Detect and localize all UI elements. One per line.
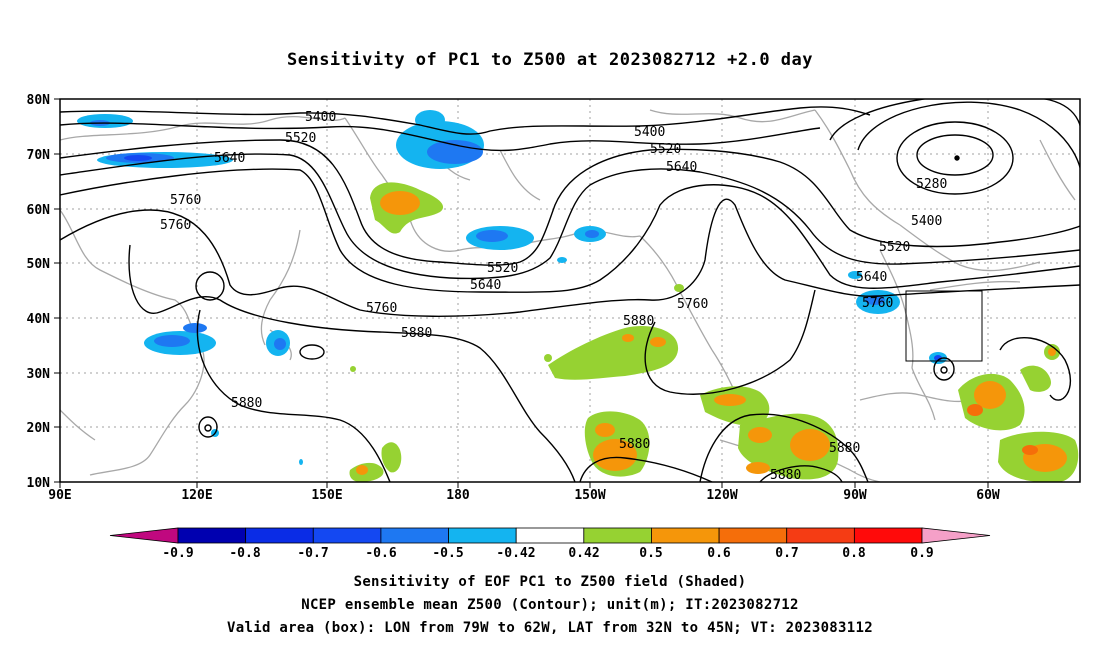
contour-label: 5400 [305, 110, 336, 125]
lat-label: 20N [27, 421, 51, 436]
colorbar-swatch [380, 527, 449, 544]
contour-label: 5760 [677, 297, 708, 312]
footer-line-valid-area: Valid area (box): LON from 79W to 62W, L… [227, 620, 873, 636]
axis-ticks [54, 98, 989, 488]
footer-line-contour: NCEP ensemble mean Z500 (Contour); unit(… [301, 597, 799, 613]
colorbar-label: 0.5 [639, 546, 662, 561]
lon-label: 90E [48, 488, 71, 503]
colorbar-swatch [718, 527, 788, 544]
lat-label: 10N [27, 476, 51, 491]
lon-label: 180 [446, 488, 470, 503]
contour-label: 5520 [285, 131, 316, 146]
contour-label: 5520 [487, 261, 518, 276]
colorbar-label: 0.42 [568, 546, 599, 561]
contour-label: 5880 [401, 326, 432, 341]
contour-label: 5640 [856, 270, 887, 285]
contour-label: 5880 [231, 396, 262, 411]
colorbar-label: -0.9 [162, 546, 193, 561]
colorbar-labels: -0.9 -0.8 -0.7 -0.6 -0.5 -0.42 0.42 0.5 … [162, 546, 933, 561]
lon-label: 150W [574, 488, 605, 503]
lat-label: 70N [27, 148, 51, 163]
valid-area-box [905, 290, 983, 362]
lon-label: 90W [843, 488, 867, 503]
lat-label: 60N [27, 203, 51, 218]
contour-label: 5400 [634, 125, 665, 140]
contour-label: 5880 [619, 437, 650, 452]
colorbar-label: -0.5 [432, 546, 463, 561]
colorbar-label: 0.7 [775, 546, 798, 561]
lon-label: 60W [976, 488, 1000, 503]
contour-label: 5880 [623, 314, 654, 329]
colorbar-swatch [853, 527, 923, 544]
colorbar: -0.9 -0.8 -0.7 -0.6 -0.5 -0.42 0.42 0.5 … [109, 527, 991, 561]
latitude-labels: 80N 70N 60N 50N 40N 30N 20N 10N [27, 93, 51, 491]
lat-label: 30N [27, 367, 51, 382]
positive-sensitivity-shading [349, 182, 1079, 482]
contour-label: 5280 [916, 177, 947, 192]
contour-label: 5520 [650, 142, 681, 157]
colorbar-swatch [448, 527, 517, 544]
colorbar-label: 0.9 [910, 546, 933, 561]
colorbar-swatch [583, 527, 652, 544]
plot-frame [59, 98, 1081, 483]
lon-label: 120E [181, 488, 212, 503]
contour-label: 5640 [470, 278, 501, 293]
contour-label: 5760 [366, 301, 397, 316]
colorbar-label: 0.8 [842, 546, 866, 561]
lon-label: 150E [311, 488, 342, 503]
figure-title: Sensitivity of PC1 to Z500 at 2023082712… [286, 50, 813, 70]
contour-label: 5760 [170, 193, 201, 208]
footer-line-shading: Sensitivity of EOF PC1 to Z500 field (Sh… [353, 574, 747, 590]
contour-label: 5640 [666, 160, 697, 175]
lat-label: 50N [27, 257, 51, 272]
contour-label: 5520 [879, 240, 910, 255]
colorbar-label: -0.7 [297, 546, 328, 561]
contour-label: 5760 [160, 218, 191, 233]
colorbar-swatch [921, 527, 991, 544]
colorbar-swatch [109, 527, 179, 544]
colorbar-swatch [786, 527, 855, 544]
colorbar-label: -0.8 [229, 546, 260, 561]
contour-labels: 5400 5520 5640 5760 5760 5880 5880 5520 … [160, 110, 947, 483]
colorbar-swatch [515, 527, 585, 544]
contour-label: 5880 [829, 441, 860, 456]
colorbar-swatch [312, 527, 382, 544]
colorbar-label: 0.6 [707, 546, 731, 561]
lat-label: 80N [27, 93, 51, 108]
lon-label: 120W [706, 488, 737, 503]
colorbar-swatches [109, 527, 991, 544]
colorbar-label: -0.6 [365, 546, 396, 561]
contour-label: 5640 [214, 151, 245, 166]
contour-label: 5880 [770, 468, 801, 483]
colorbar-swatch [651, 527, 720, 544]
contour-label: 5400 [911, 214, 942, 229]
coastlines [60, 109, 1076, 482]
longitude-labels: 90E 120E 150E 180 150W 120W 90W 60W [48, 488, 1000, 503]
colorbar-label: -0.42 [496, 546, 535, 561]
contour-label: 5760 [862, 296, 893, 311]
colorbar-swatch [245, 527, 314, 544]
lat-label: 40N [27, 312, 51, 327]
colorbar-swatch [177, 527, 247, 544]
